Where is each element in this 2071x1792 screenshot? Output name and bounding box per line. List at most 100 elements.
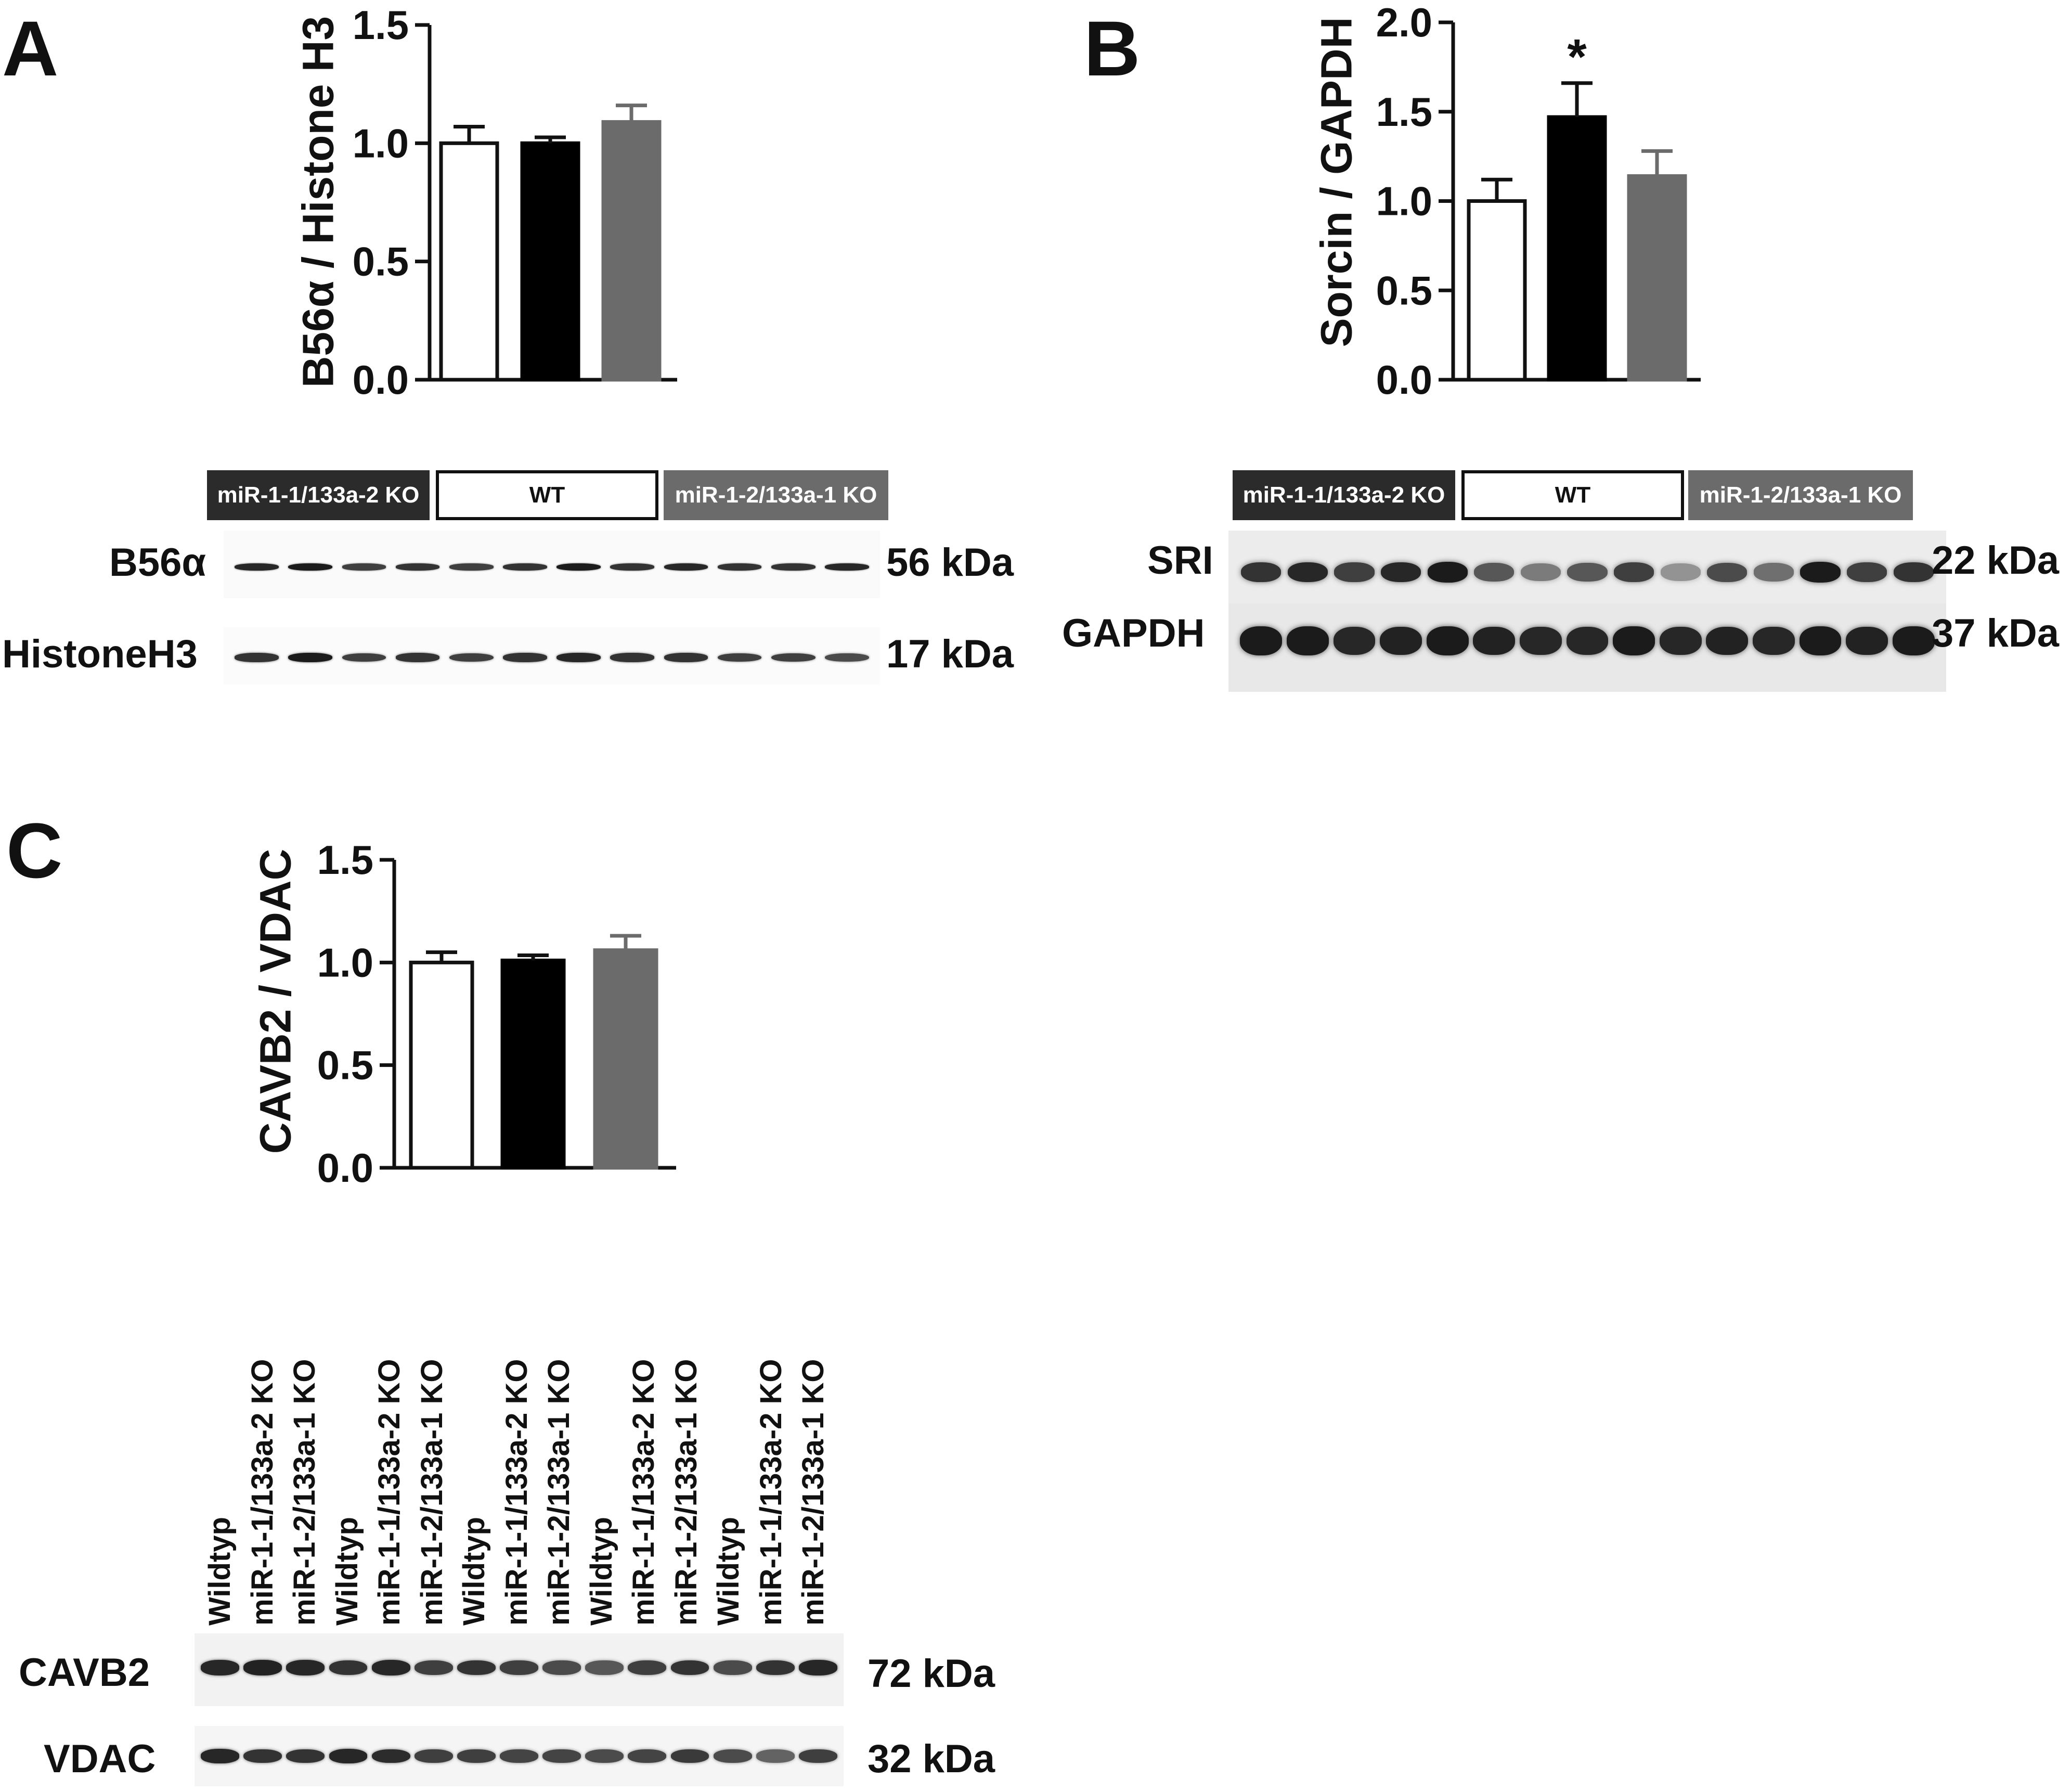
blot-a-row-1-strip [224, 531, 880, 598]
blot-c-row-1-label: CAVB2 [19, 1651, 150, 1695]
blot-a-row-2-kda: 17 kDa [886, 632, 1014, 676]
blot-a-row-1-band-9 [664, 653, 708, 662]
blot-c-row-0-band-6 [414, 1660, 453, 1675]
chart-a-ytick-label-0: 0.0 [353, 357, 409, 403]
chart-b-bar-1 [1467, 199, 1527, 382]
blot-c-lane-label-9: miR-1-2/133a-1 KO [542, 1359, 576, 1626]
blot-b-row-2-strip [1228, 603, 1946, 692]
blot-b-row-0-band-9 [1614, 562, 1654, 582]
blot-a-row-0-band-3 [342, 563, 386, 571]
blot-c-lane-label-6: miR-1-2/133a-1 KO [415, 1359, 449, 1626]
blot-c-row-1-band-9 [542, 1749, 581, 1763]
blot-c-row-1-band-13 [713, 1749, 752, 1763]
blot-b-row-0-band-15 [1893, 562, 1934, 583]
blot-c-row-2-label: VDAC [44, 1737, 156, 1781]
blot-a-row-0-band-4 [395, 563, 440, 571]
chart-b-ytick-label-0: 0.0 [1376, 357, 1432, 403]
blot-c-row-1-band-1 [201, 1749, 239, 1763]
blot-c-row-0-band-3 [286, 1660, 325, 1675]
blot-a-row-1-band-4 [395, 653, 440, 662]
blot-c-row-1-band-4 [329, 1749, 368, 1763]
blot-c-lane-label-5: miR-1-1/133a-2 KO [372, 1359, 406, 1626]
blot-c-lane-label-11: miR-1-1/133a-2 KO [627, 1359, 661, 1626]
blot-c-lane-label-15: miR-1-2/133a-1 KO [796, 1359, 830, 1626]
blot-c-row-2-strip [195, 1726, 844, 1786]
blot-b-row-1-band-15 [1892, 626, 1935, 655]
blot-c-lane-label-4: Wildtyp [330, 1517, 364, 1626]
blot-a-group-3: miR-1-2/133a-1 KO [664, 470, 888, 520]
blot-b-row-2-kda: 37 kDa [1932, 611, 2060, 655]
blot-a-row-1-band-3 [342, 653, 386, 662]
blot-b-row-1-band-3 [1333, 626, 1376, 655]
blot-a-row-2-strip [224, 627, 880, 685]
blot-c-row-0-band-10 [585, 1660, 624, 1675]
blot-c-row-1-band-11 [628, 1749, 667, 1763]
blot-b-row-1-kda: 22 kDa [1932, 538, 2060, 583]
panel-letter-a: A [2, 5, 59, 92]
blot-c-row-1-band-12 [670, 1749, 709, 1763]
blot-a-row-0-band-1 [235, 563, 279, 571]
chart-c-ylabel: CAVB2 / VDAC [251, 848, 300, 1154]
blot-c-row-0-band-8 [500, 1660, 538, 1675]
blot-a-row-0-band-12 [825, 563, 869, 571]
blot-c-row-1-band-6 [414, 1749, 453, 1763]
blot-c-lane-label-2: miR-1-1/133a-2 KO [245, 1359, 279, 1626]
chart-a-ytick-label-2: 1.0 [353, 120, 409, 166]
blot-c-row-1-band-2 [243, 1749, 282, 1763]
blot-c-row-0-band-15 [798, 1660, 837, 1675]
chart-c-ytick-label-1: 0.5 [317, 1042, 373, 1088]
chart-c-ytick-label-3: 1.5 [317, 837, 373, 883]
chart-a-bar-3 [601, 120, 662, 382]
blot-c-row-1-kda: 72 kDa [868, 1652, 995, 1696]
blot-c-row-1-band-7 [457, 1749, 496, 1763]
blot-c-row-1-band-5 [371, 1749, 410, 1763]
chart-c-ytick-label-2: 1.0 [317, 939, 373, 985]
blot-a-row-1-band-1 [235, 653, 279, 662]
chart-a-ytick-label-3: 1.5 [353, 2, 409, 48]
chart-b-ytick-label-4: 2.0 [1376, 0, 1432, 45]
blot-a-row-0-band-8 [610, 563, 655, 571]
blot-b-row-0-band-7 [1520, 563, 1561, 582]
blot-a-row-2-label: HistoneH3 [2, 632, 198, 676]
blot-c-row-0-band-14 [756, 1660, 795, 1675]
blot-a-row-0-band-7 [556, 563, 601, 571]
blot-b-row-1-band-14 [1846, 626, 1888, 655]
blot-b-row-0-band-6 [1474, 562, 1515, 582]
chart-c-ytick-label-0: 0.0 [317, 1145, 373, 1191]
blot-b-row-0-band-13 [1800, 562, 1841, 583]
blot-a-row-1-band-10 [717, 653, 762, 662]
blot-c-lane-label-13: Wildtyp [711, 1517, 745, 1626]
blot-b-row-1-band-2 [1287, 626, 1329, 655]
blot-b-row-1-band-9 [1613, 626, 1655, 655]
blot-c-row-0-band-5 [371, 1660, 410, 1675]
chart-c-bar-1 [409, 960, 474, 1170]
blot-b-row-0-band-14 [1847, 562, 1887, 582]
blot-a-row-1-band-2 [288, 653, 333, 662]
blot-c-row-1-band-10 [585, 1749, 624, 1763]
blot-c-row-1-band-14 [756, 1749, 795, 1763]
blot-b-group-1: miR-1-1/133a-2 KO [1233, 470, 1455, 520]
blot-a-row-1-band-12 [825, 653, 869, 662]
blot-a-row-0-band-2 [288, 563, 333, 571]
blot-b-row-0-band-1 [1241, 562, 1282, 583]
blot-c-lane-label-7: Wildtyp [457, 1517, 491, 1626]
blot-c-row-0-band-12 [670, 1660, 709, 1675]
blot-b-row-0-band-11 [1707, 562, 1748, 582]
blot-c-row-0-band-13 [713, 1660, 752, 1675]
chart-b-ytick-label-1: 0.5 [1376, 267, 1432, 313]
blot-c-row-0-band-11 [628, 1660, 667, 1675]
chart-a-ylabel: B56α / Histone H3 [293, 16, 343, 388]
chart-b-ytick-label-3: 1.5 [1376, 89, 1432, 135]
blot-c-lane-label-1: Wildtyp [203, 1517, 237, 1626]
blot-a-row-1-band-5 [449, 653, 494, 662]
blot-b-row-1-band-12 [1753, 626, 1795, 655]
blot-b-row-0-band-5 [1427, 562, 1468, 583]
blot-c-row-1-band-3 [286, 1749, 325, 1763]
blot-b-row-1-band-5 [1426, 626, 1469, 655]
blot-a-row-0-band-6 [503, 563, 547, 571]
chart-b-annotation-2: * [1567, 29, 1587, 85]
blot-c-lane-label-14: miR-1-1/133a-2 KO [754, 1359, 788, 1626]
blot-b-row-2-label: GAPDH [1062, 611, 1205, 655]
chart-c-bar-3 [593, 948, 658, 1170]
